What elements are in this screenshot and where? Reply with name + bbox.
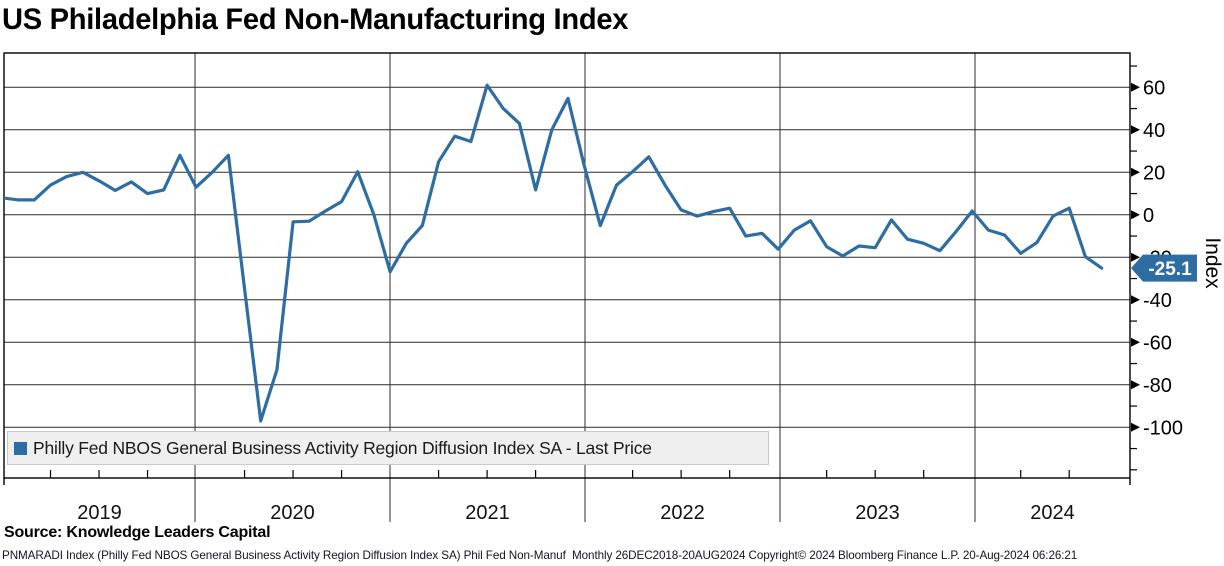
legend-square-icon bbox=[14, 441, 27, 455]
svg-text:2019: 2019 bbox=[77, 502, 122, 524]
y-minor-ticks bbox=[1130, 65, 1137, 471]
svg-text:0: 0 bbox=[1143, 205, 1154, 227]
svg-text:2021: 2021 bbox=[465, 502, 510, 524]
svg-text:2022: 2022 bbox=[660, 502, 705, 524]
source-line: Source: Knowledge Leaders Capital bbox=[4, 524, 271, 541]
x-minor-ticks bbox=[49, 470, 1070, 478]
svg-text:2024: 2024 bbox=[1030, 502, 1075, 524]
x-year-labels: 2019 2020 2021 2022 2023 2024 bbox=[77, 502, 1075, 524]
legend-label: Philly Fed NBOS General Business Activit… bbox=[33, 437, 652, 458]
x-gridlines bbox=[194, 53, 976, 522]
svg-text:20: 20 bbox=[1143, 162, 1165, 184]
page-title: US Philadelphia Fed Non-Manufacturing In… bbox=[2, 3, 629, 36]
svg-text:60: 60 bbox=[1143, 77, 1165, 99]
y-gridlines bbox=[4, 86, 1130, 428]
svg-text:-40: -40 bbox=[1143, 290, 1172, 312]
y-axis-title: Index bbox=[1201, 237, 1224, 289]
svg-text:2023: 2023 bbox=[855, 502, 900, 524]
svg-text:-60: -60 bbox=[1143, 332, 1172, 354]
svg-text:-25.1: -25.1 bbox=[1148, 259, 1192, 280]
last-price-badge: -25.1 bbox=[1131, 254, 1197, 282]
legend: Philly Fed NBOS General Business Activit… bbox=[7, 431, 769, 465]
series-line bbox=[4, 83, 1104, 423]
svg-text:40: 40 bbox=[1143, 120, 1165, 142]
svg-text:-100: -100 bbox=[1143, 417, 1183, 439]
svg-text:2020: 2020 bbox=[270, 502, 315, 524]
svg-text:-80: -80 bbox=[1143, 375, 1172, 397]
footer-disclaimer: PNMARADI Index (Philly Fed NBOS General … bbox=[2, 549, 1078, 562]
plot-border bbox=[3, 52, 1131, 479]
